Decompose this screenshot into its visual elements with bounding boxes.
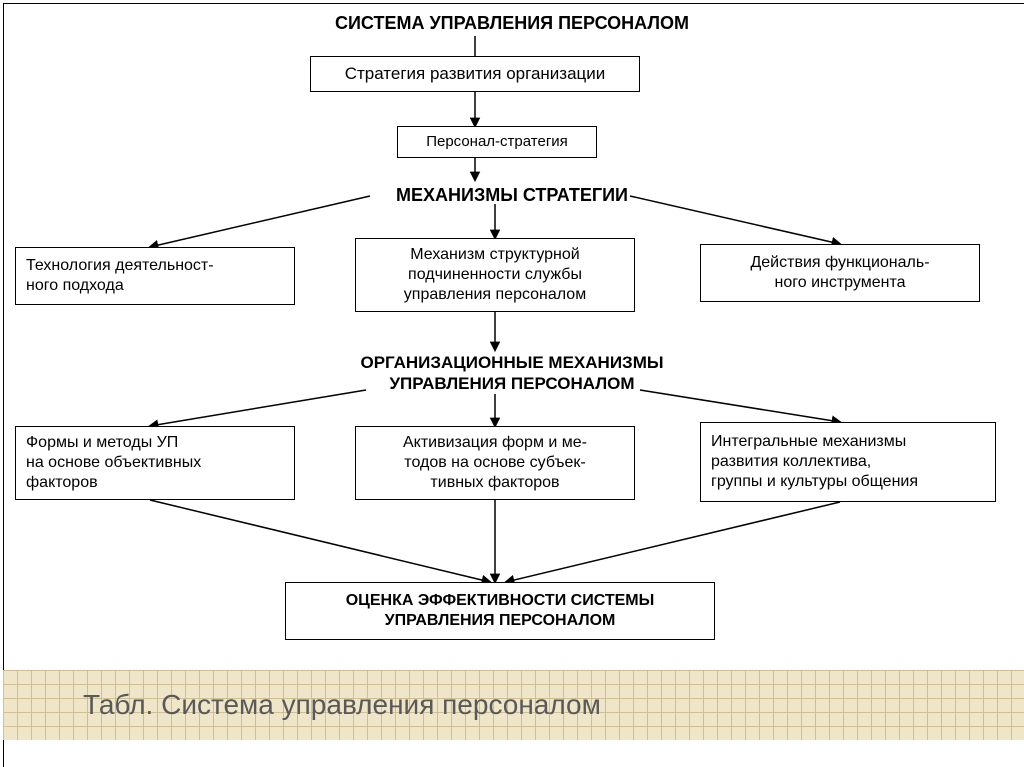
frame-top — [3, 3, 1024, 4]
node-pers-strategy: Персонал-стратегия — [397, 126, 597, 158]
caption-text: Табл. Система управления персоналом — [83, 689, 601, 721]
node-tech: Технология деятельност-ного подхода — [15, 247, 295, 305]
node-eval: ОЦЕНКА ЭФФЕКТИВНОСТИ СИСТЕМЫУПРАВЛЕНИЯ П… — [285, 582, 715, 640]
node-mech-struct: Механизм структурнойподчиненности службы… — [355, 238, 635, 312]
label-org-mech: ОРГАНИЗАЦИОННЫЕ МЕХАНИЗМЫУПРАВЛЕНИЯ ПЕРС… — [0, 352, 1024, 395]
diagram-title: СИСТЕМА УПРАВЛЕНИЯ ПЕРСОНАЛОМ — [0, 12, 1024, 35]
node-forms: Формы и методы УПна основе объективныхфа… — [15, 426, 295, 500]
node-func-inst: Действия функциональ-ного инструмента — [700, 244, 980, 302]
node-strategy-org: Стратегия развития организации — [310, 56, 640, 92]
diagram-stage: { "canvas": { "width": 1024, "height": 7… — [0, 0, 1024, 767]
node-activ: Активизация форм и ме-тодов на основе су… — [355, 426, 635, 500]
node-integr: Интегральные механизмыразвития коллектив… — [700, 422, 996, 502]
caption-bar: Табл. Система управления персоналом — [3, 670, 1024, 740]
label-mech-strategy: МЕХАНИЗМЫ СТРАТЕГИИ — [0, 184, 1024, 207]
